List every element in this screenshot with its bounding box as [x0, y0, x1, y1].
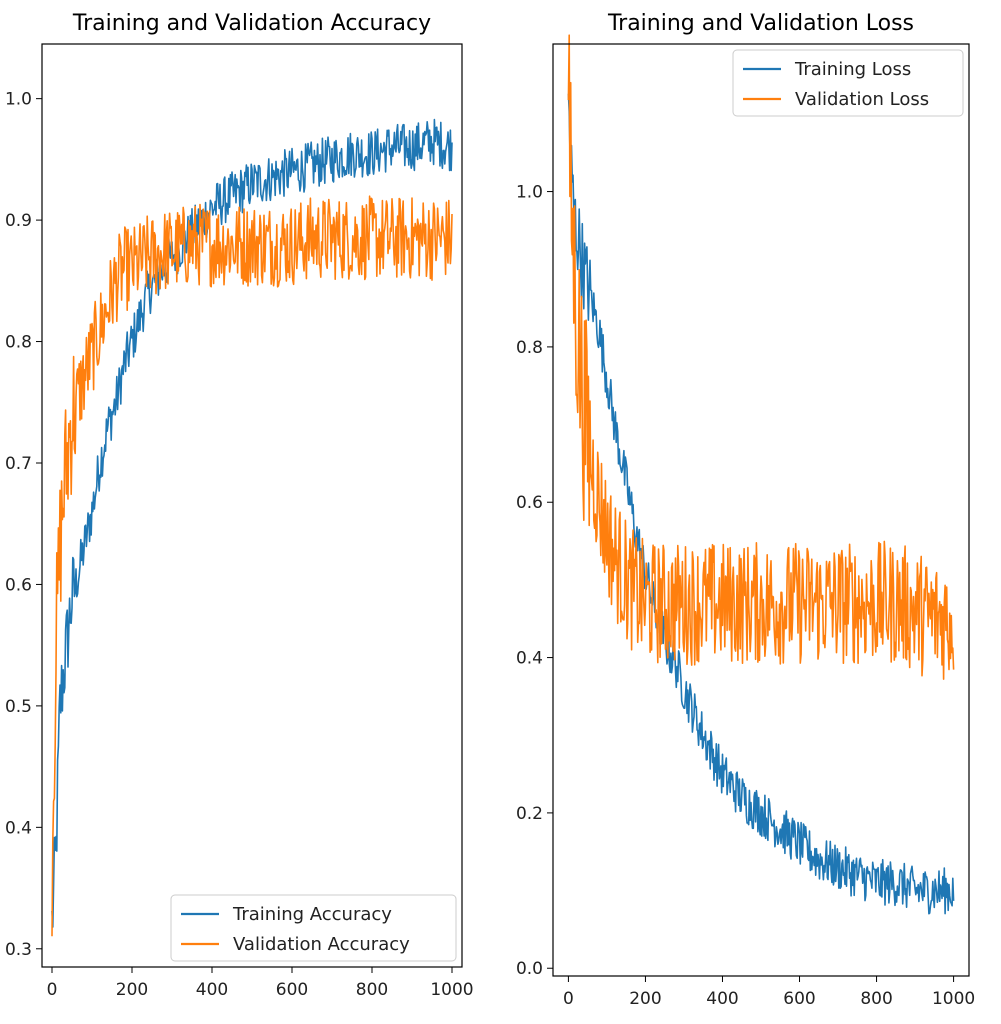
axes-frame: [552, 43, 970, 977]
series-line-training-loss: [567, 93, 955, 915]
series-line-validation-accuracy: [51, 195, 453, 937]
x-tick-label: 0: [47, 980, 58, 1000]
x-tick-label: 0: [563, 989, 574, 1009]
x-tick-label: 600: [783, 989, 815, 1009]
y-tick-label: 0.4: [5, 818, 32, 838]
accuracy-plot: Training and Validation Accuracy 0 200 400 6…: [5, 11, 474, 1000]
x-tick-label: 1000: [932, 989, 975, 1009]
y-tick-label: 0.0: [516, 959, 543, 979]
legend-label: Training Loss: [794, 59, 911, 80]
x-tick-label: 400: [196, 980, 228, 1000]
legend-box: [732, 49, 964, 117]
x-tick-label: 600: [276, 980, 308, 1000]
y-tick-label: 1.0: [5, 90, 32, 110]
y-tick-label: 0.2: [516, 804, 543, 824]
y-tick-label: 0.8: [5, 333, 32, 353]
loss-plot: Training and Validation Loss 0 200 400 600 80…: [516, 11, 975, 1009]
y-tick-label: 0.4: [516, 649, 543, 669]
legend-label: Validation Loss: [795, 89, 929, 110]
x-tick-label: 200: [629, 989, 661, 1009]
chart-title: Training and Validation Accuracy: [72, 11, 431, 36]
y-tick-label: 0.6: [516, 493, 543, 513]
x-tick-label: 1000: [430, 980, 473, 1000]
y-tick-label: 0.8: [516, 338, 543, 358]
x-tick-label: 800: [860, 989, 892, 1009]
y-tick-label: 0.6: [5, 575, 32, 595]
x-tick-label: 400: [706, 989, 738, 1009]
y-tick-label: 0.7: [5, 454, 32, 474]
legend-label: Training Accuracy: [232, 904, 392, 925]
legend-label: Validation Accuracy: [233, 934, 410, 955]
series-group: [51, 118, 453, 937]
x-tick-label: 200: [116, 980, 148, 1000]
chart-title: Training and Validation Loss: [607, 11, 914, 36]
series-line-validation-loss: [567, 34, 955, 680]
y-tick-label: 1.0: [516, 183, 543, 203]
legend-box: [170, 894, 457, 962]
axes-frame: [41, 43, 463, 968]
legend: Training Loss Validation Loss: [732, 49, 964, 117]
series-line-training-accuracy: [51, 118, 453, 928]
y-tick-label: 0.3: [5, 940, 32, 960]
legend: Training Accuracy Validation Accuracy: [170, 894, 457, 962]
y-tick-label: 0.5: [5, 697, 32, 717]
y-tick-label: 0.9: [5, 211, 32, 231]
series-group: [567, 34, 955, 915]
x-tick-label: 800: [356, 980, 388, 1000]
